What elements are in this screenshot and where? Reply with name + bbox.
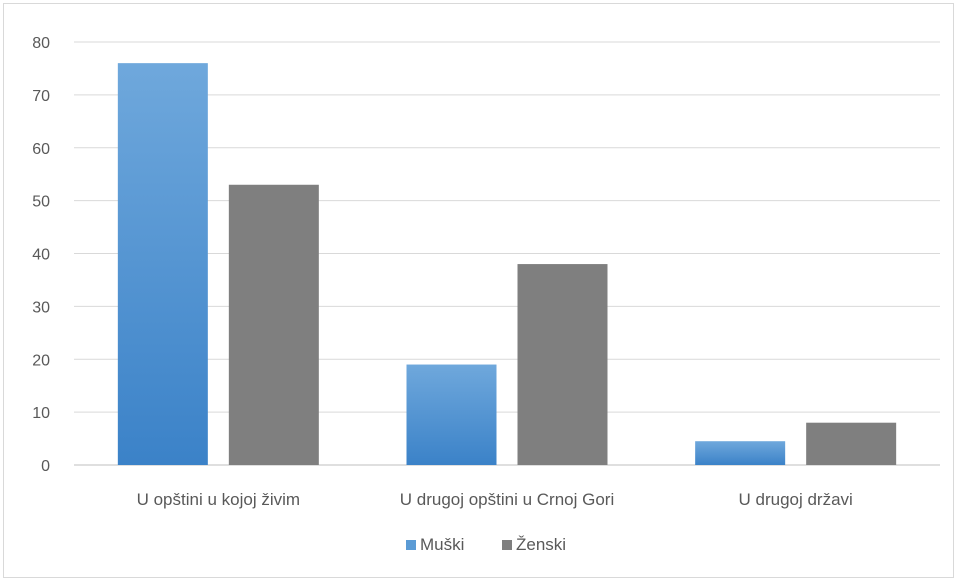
y-tick-label: 70 <box>32 88 50 105</box>
y-tick-label: 10 <box>32 405 50 422</box>
legend-label: Ženski <box>516 535 566 554</box>
x-category-label: U drugoj državi <box>739 490 853 509</box>
chart-area: 0 10 20 30 40 50 60 70 80 U opštini u kojoj živi… <box>3 3 954 578</box>
y-tick-label: 50 <box>32 194 50 211</box>
gridlines <box>74 41 940 466</box>
bars <box>117 63 897 466</box>
y-tick-label: 0 <box>41 458 50 475</box>
bar-muski <box>695 441 786 465</box>
bar-zenski <box>517 264 608 465</box>
y-tick-label: 80 <box>32 35 50 52</box>
bar-zenski <box>806 422 897 465</box>
bar-muski <box>117 63 208 466</box>
legend-label: Muški <box>420 535 464 554</box>
y-axis-tick-labels: 0 10 20 30 40 50 60 70 80 <box>32 35 50 475</box>
x-category-label: U drugoj opštini u Crnoj Gori <box>400 490 614 509</box>
y-tick-label: 30 <box>32 299 50 316</box>
legend-swatch-zenski <box>502 540 512 550</box>
bar-chart: 0 10 20 30 40 50 60 70 80 U opštini u kojoj živi… <box>32 35 940 554</box>
bar-muski <box>406 364 497 465</box>
x-category-label: U opštini u kojoj živim <box>137 490 300 509</box>
x-axis-category-labels: U opštini u kojoj živim U drugoj opštini … <box>137 490 853 509</box>
y-tick-label: 40 <box>32 247 50 264</box>
bar-zenski <box>228 184 319 465</box>
y-tick-label: 20 <box>32 352 50 369</box>
legend: Muški Ženski <box>406 535 566 554</box>
legend-swatch-muski <box>406 540 416 550</box>
y-tick-label: 60 <box>32 141 50 158</box>
